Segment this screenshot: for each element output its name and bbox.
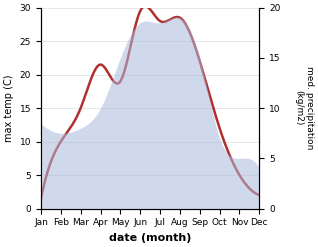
Y-axis label: max temp (C): max temp (C) [4,74,14,142]
X-axis label: date (month): date (month) [109,233,191,243]
Y-axis label: med. precipitation
(kg/m2): med. precipitation (kg/m2) [294,66,314,150]
